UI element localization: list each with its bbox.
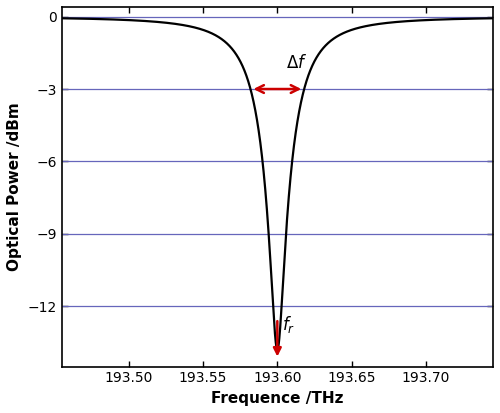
X-axis label: Frequence /THz: Frequence /THz xyxy=(211,391,344,406)
Y-axis label: Optical Power /dBm: Optical Power /dBm xyxy=(7,102,22,271)
Text: $\Delta f$: $\Delta f$ xyxy=(286,54,308,72)
Text: $f_r$: $f_r$ xyxy=(282,313,295,335)
